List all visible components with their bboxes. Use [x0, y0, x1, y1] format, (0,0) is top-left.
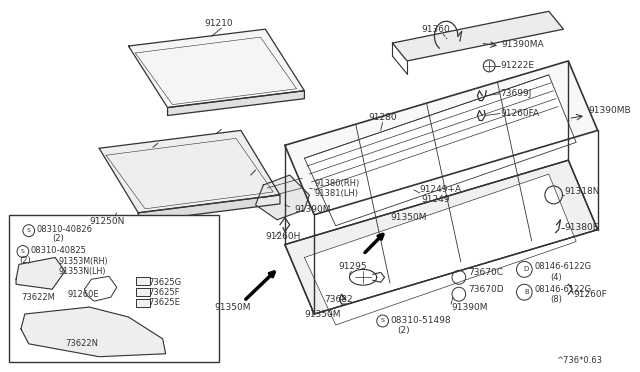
Text: 91260FA: 91260FA [500, 109, 539, 118]
Text: 91353M(RH): 91353M(RH) [58, 257, 108, 266]
Polygon shape [392, 11, 563, 61]
Text: 91390MA: 91390MA [502, 39, 545, 49]
Text: 91381(LH): 91381(LH) [314, 189, 358, 198]
Text: (8): (8) [551, 295, 563, 304]
Text: (2): (2) [19, 256, 31, 265]
Text: 73670C: 73670C [468, 268, 504, 277]
Text: 73682: 73682 [324, 295, 353, 304]
Polygon shape [285, 160, 598, 314]
Bar [9, 215, 220, 362]
Text: 73625G: 73625G [148, 278, 181, 287]
Text: 91380(RH): 91380(RH) [314, 179, 360, 187]
Polygon shape [285, 61, 598, 215]
Text: 91350M: 91350M [214, 302, 251, 312]
Text: 08310-40825: 08310-40825 [31, 246, 86, 255]
Text: 91390M: 91390M [294, 205, 331, 214]
Text: 73622N: 73622N [65, 339, 98, 348]
Text: 73670D: 73670D [468, 285, 504, 294]
Polygon shape [99, 131, 280, 213]
Text: 91210: 91210 [205, 19, 234, 28]
Text: ^736*0.63: ^736*0.63 [557, 356, 603, 365]
Text: S: S [27, 228, 31, 233]
Text: B: B [524, 289, 529, 295]
Polygon shape [168, 91, 305, 116]
Text: 91380E: 91380E [564, 223, 599, 232]
Text: D: D [524, 266, 529, 272]
Text: 73625E: 73625E [148, 298, 180, 307]
Text: S: S [381, 318, 385, 324]
Text: 91360: 91360 [422, 25, 451, 34]
Text: 91260F: 91260F [573, 290, 607, 299]
Text: (4): (4) [551, 273, 563, 282]
Text: 91260H: 91260H [266, 232, 301, 241]
Polygon shape [255, 175, 309, 220]
Text: S: S [21, 249, 25, 254]
Text: 91280: 91280 [368, 113, 397, 122]
Polygon shape [21, 307, 166, 357]
Bar [136, 277, 150, 285]
Text: 08146-6122G: 08146-6122G [534, 262, 591, 271]
Text: 91222E: 91222E [500, 61, 534, 70]
Text: 73625F: 73625F [148, 288, 179, 297]
Text: 91249+A: 91249+A [420, 186, 462, 195]
Polygon shape [129, 29, 305, 108]
Text: 91295: 91295 [339, 262, 367, 271]
Polygon shape [16, 257, 65, 289]
Text: 91318N: 91318N [564, 187, 600, 196]
Text: 91353N(LH): 91353N(LH) [58, 267, 106, 276]
Text: (2): (2) [52, 234, 64, 243]
Text: 91390MB: 91390MB [588, 106, 630, 115]
Text: 08310-40826: 08310-40826 [36, 225, 93, 234]
Text: 91350M: 91350M [390, 213, 427, 222]
Polygon shape [138, 195, 280, 222]
Bar [136, 288, 150, 296]
Text: (2): (2) [397, 326, 410, 336]
Polygon shape [305, 174, 576, 325]
Text: 73699J: 73699J [500, 89, 531, 98]
Text: 08146-6122G: 08146-6122G [534, 285, 591, 294]
Text: 91249: 91249 [422, 195, 450, 204]
Text: 91390M: 91390M [451, 302, 488, 312]
Text: 91350M: 91350M [305, 310, 341, 318]
Bar [136, 299, 150, 307]
Text: 73622M: 73622M [21, 293, 55, 302]
Polygon shape [305, 75, 576, 226]
Text: 91260E: 91260E [68, 290, 99, 299]
Text: 91250N: 91250N [90, 217, 125, 226]
Text: 08310-51498: 08310-51498 [390, 317, 451, 326]
